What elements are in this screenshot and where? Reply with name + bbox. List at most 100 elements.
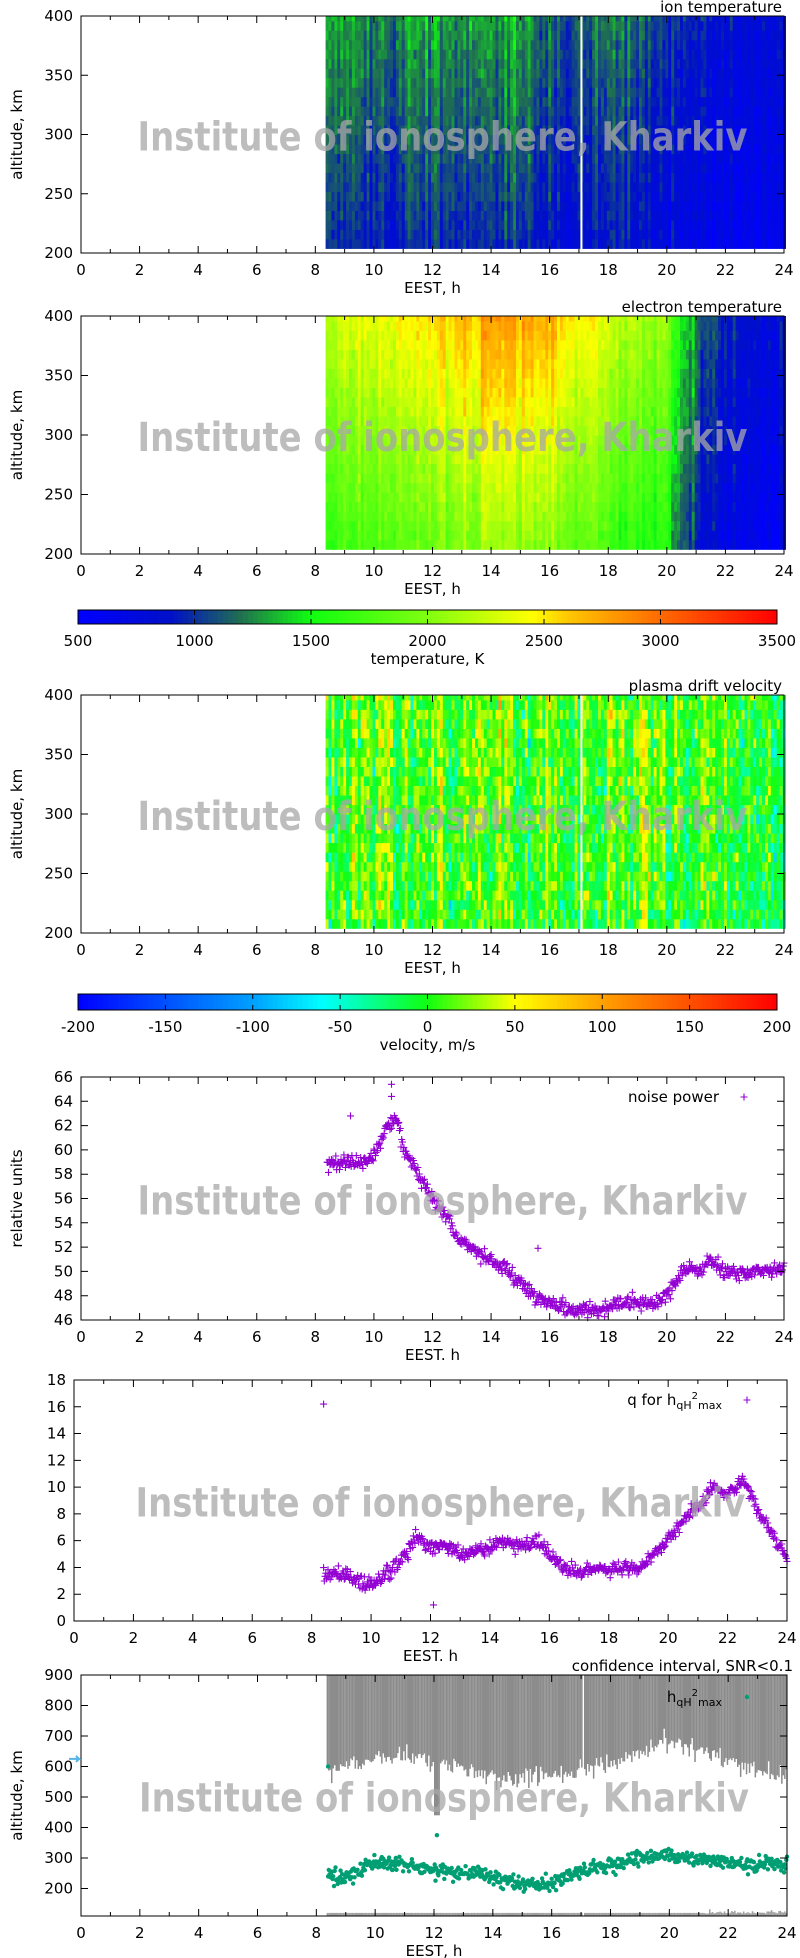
heatmap-cell [334, 349, 338, 360]
heatmap-cell [463, 144, 467, 155]
heatmap-cell [674, 20, 678, 31]
heatmap-cell [498, 106, 502, 117]
heatmap-cell [630, 49, 634, 60]
heatmap-cell [568, 191, 573, 202]
heatmap-cell [325, 511, 330, 522]
heatmap-cell [715, 49, 719, 60]
heatmap-cell [767, 49, 772, 60]
heatmap-cell [331, 191, 335, 202]
heatmap-cell [451, 191, 455, 202]
heatmap-cell [354, 210, 359, 221]
heatmap-cell [762, 172, 766, 183]
heatmap-cell [439, 134, 444, 145]
heatmap-cell [337, 444, 341, 455]
heatmap-cell [434, 16, 438, 22]
heatmap-cell [349, 492, 353, 503]
heatmap-cell [346, 144, 350, 155]
heatmap-cell [753, 39, 757, 50]
heatmap-cell [501, 238, 505, 249]
heatmap-cell [527, 181, 532, 192]
heatmap-cell [583, 106, 587, 117]
heatmap-cell [688, 125, 693, 136]
heatmap-cell [360, 20, 365, 31]
heatmap-cell [439, 68, 444, 79]
heatmap-cell [337, 339, 341, 350]
heatmap-cell [688, 172, 693, 183]
heatmap-cell [463, 96, 467, 107]
heatmap-cell [709, 115, 713, 126]
heatmap-cell [425, 30, 429, 41]
heatmap-cell [378, 530, 382, 541]
heatmap-cell [659, 20, 663, 31]
heatmap-cell [735, 115, 740, 126]
heatmap-cell [472, 106, 476, 117]
heatmap-cell [744, 68, 748, 79]
heatmap-cell [521, 210, 526, 221]
heatmap-cell [349, 134, 353, 145]
heatmap-cell [510, 87, 514, 98]
heatmap-cell [554, 191, 558, 202]
heatmap-cell [562, 49, 567, 60]
heatmap-cell [498, 115, 502, 126]
heatmap-cell [662, 200, 666, 211]
heatmap-cell [776, 229, 781, 240]
heatmap-cell [516, 20, 520, 31]
heatmap-cell [615, 210, 620, 221]
heatmap-cell [357, 200, 362, 211]
heatmap-cell [639, 153, 643, 164]
heatmap-cell [600, 181, 605, 192]
heatmap-cell [492, 115, 496, 126]
heatmap-cell [425, 162, 429, 173]
heatmap-cell [395, 68, 400, 79]
heatmap-cell [340, 425, 344, 436]
heatmap-cell [404, 330, 409, 341]
heatmap-cell [641, 30, 646, 41]
heatmap-cell [375, 377, 379, 388]
heatmap-cell [694, 191, 699, 202]
heatmap-cell [703, 39, 707, 50]
heatmap-cell [653, 238, 658, 249]
heatmap-cell [680, 96, 684, 107]
heatmap-cell [756, 125, 760, 136]
heatmap-cell [354, 30, 359, 41]
heatmap-cell [454, 58, 458, 69]
heatmap-cell [416, 320, 420, 331]
heatmap-cell [436, 229, 441, 240]
heatmap-cell [709, 181, 713, 192]
heatmap-cell [351, 115, 356, 126]
heatmap-cell [416, 181, 420, 192]
heatmap-cell [422, 511, 426, 522]
heatmap-cell [354, 377, 359, 388]
heatmap-cell [712, 162, 716, 173]
heatmap-cell [422, 153, 426, 164]
heatmap-cell [331, 200, 335, 211]
heatmap-cell [442, 39, 447, 50]
heatmap-cell [334, 200, 338, 211]
heatmap-cell [366, 153, 371, 164]
heatmap-cell [741, 200, 745, 211]
heatmap-cell [703, 210, 707, 221]
heatmap-cell [773, 238, 778, 249]
heatmap-cell [346, 125, 350, 136]
heatmap-cell [366, 444, 371, 455]
heatmap-cell [644, 68, 649, 79]
heatmap-cell [530, 58, 535, 69]
heatmap-cell [375, 39, 379, 50]
heatmap-cell [354, 106, 359, 117]
heatmap-cell [346, 539, 350, 550]
heatmap-cell [328, 539, 332, 550]
heatmap-cell [334, 501, 338, 512]
heatmap-cell [773, 191, 778, 202]
heatmap-cell [331, 87, 335, 98]
heatmap-cell [554, 87, 558, 98]
heatmap-cell [372, 39, 376, 50]
heatmap-cell [343, 125, 347, 136]
heatmap-cell [501, 58, 505, 69]
heatmap-cell [393, 520, 397, 531]
heatmap-cell [706, 219, 710, 230]
heatmap-cell [703, 229, 707, 240]
heatmap-cell [483, 20, 488, 31]
heatmap-cell [366, 539, 371, 550]
heatmap-cell [574, 77, 579, 88]
heatmap-cell [504, 87, 508, 98]
